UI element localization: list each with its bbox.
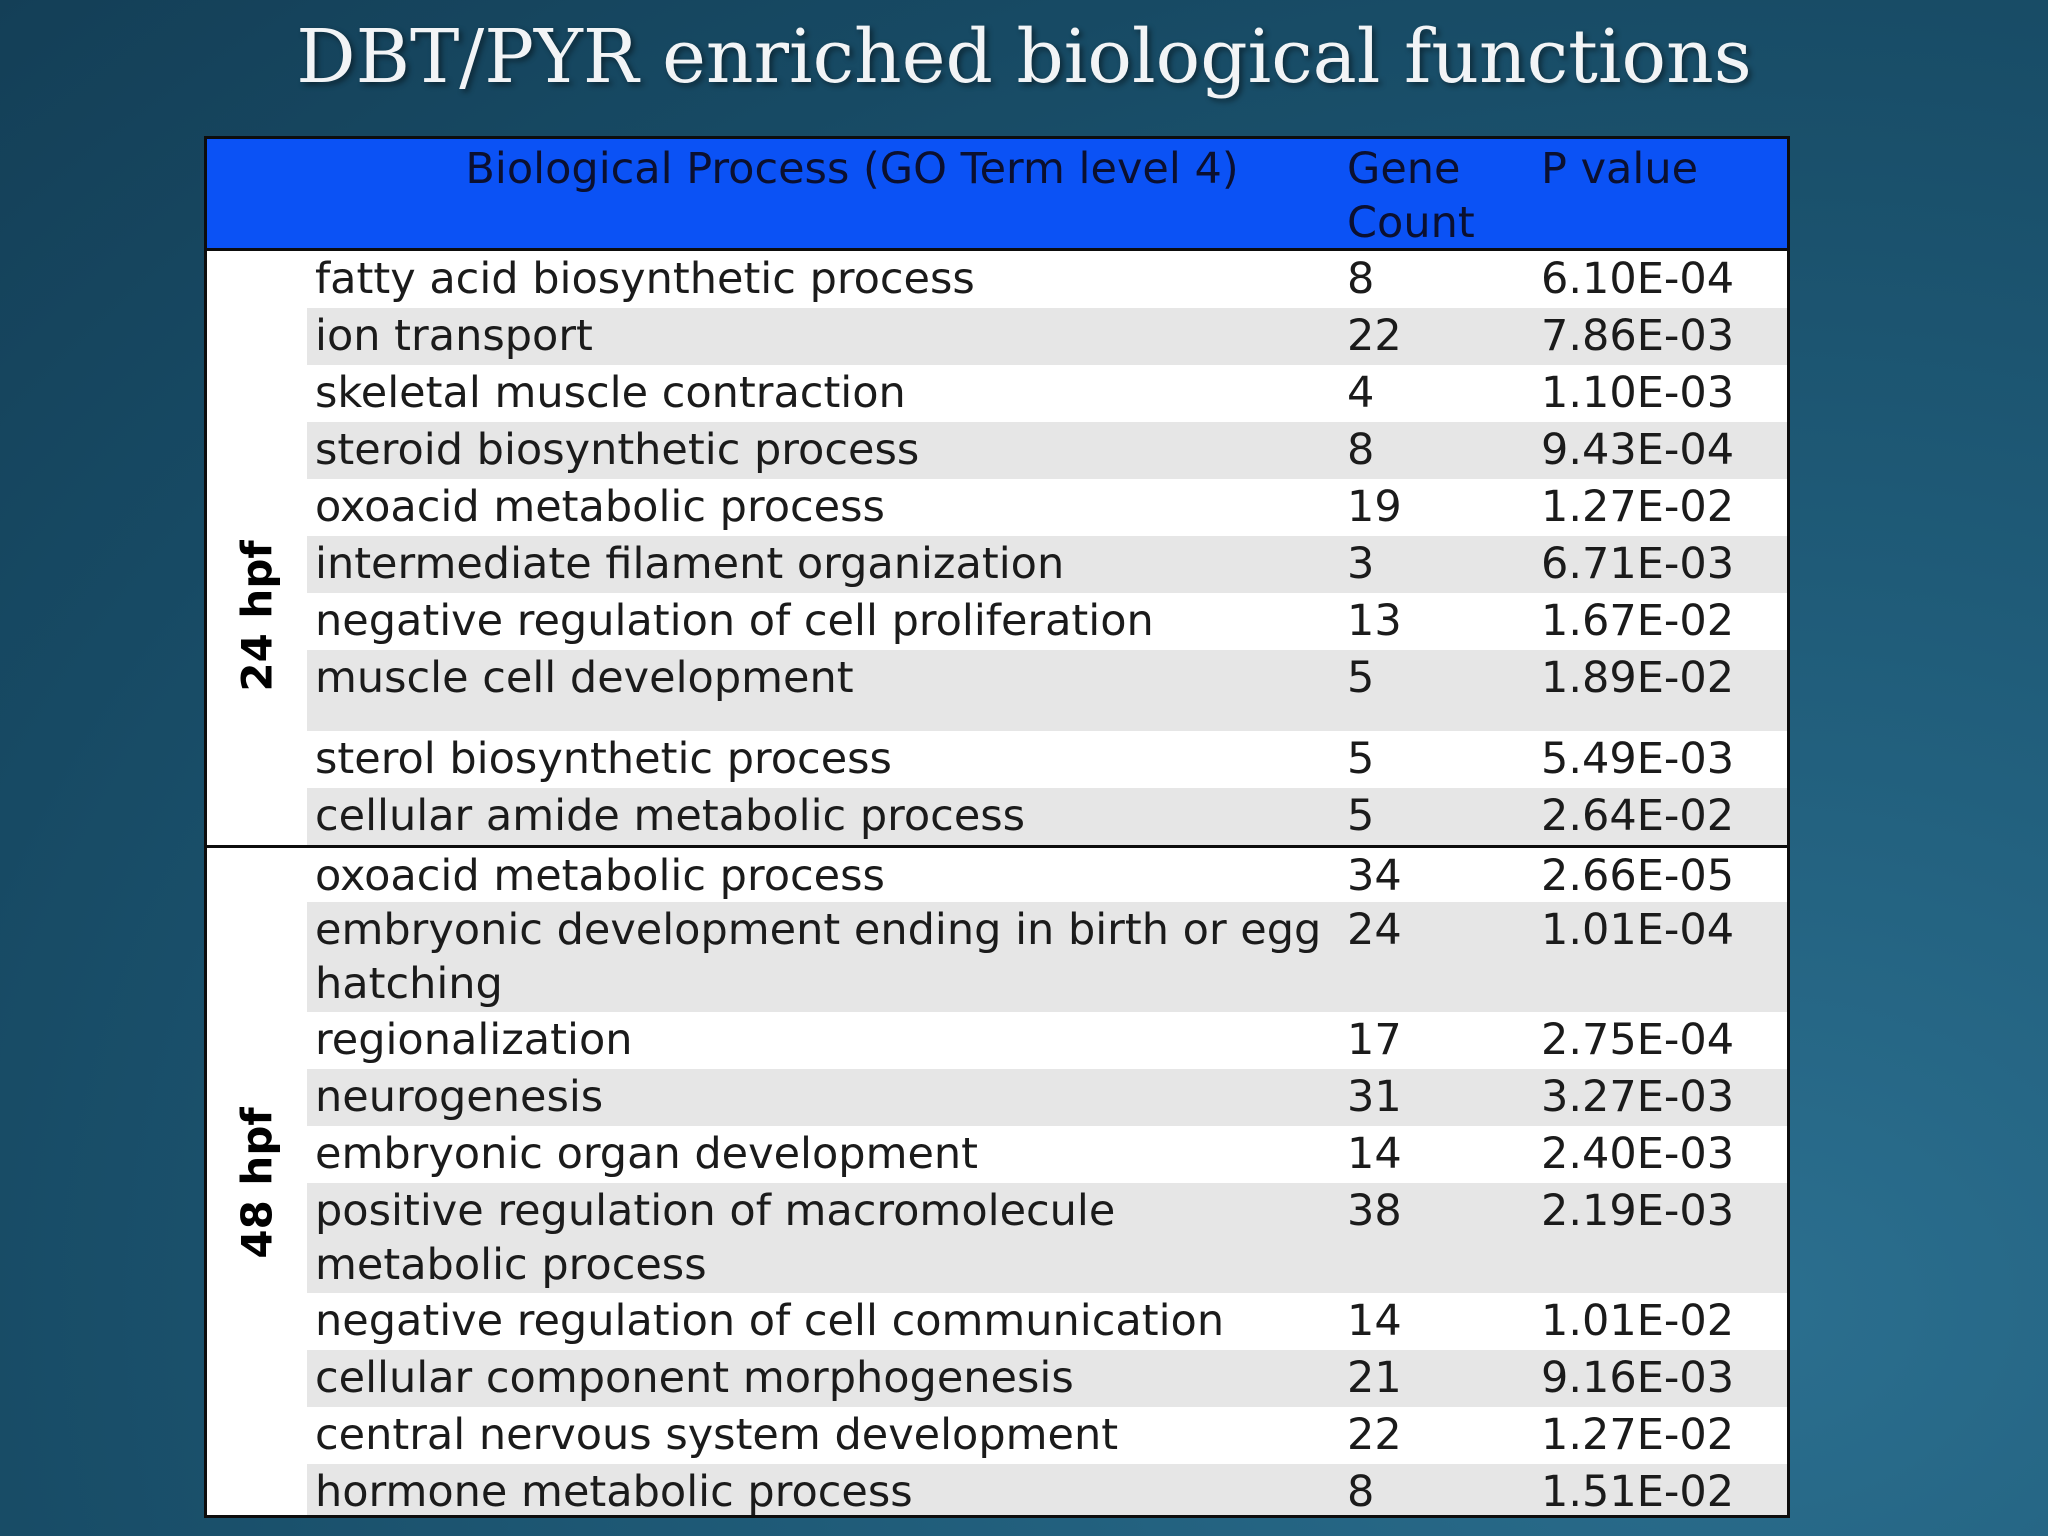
process-cell: embryonic organ development <box>315 1129 979 1179</box>
table-row: cellular component morphogenesis 21 9.16… <box>307 1350 1787 1407</box>
p-value-cell: 1.51E-02 <box>1541 1467 1735 1517</box>
table-row: embryonic development ending in birth or… <box>307 902 1787 1012</box>
p-value-cell: 2.75E-04 <box>1541 1015 1735 1065</box>
process-cell: muscle cell development <box>315 653 854 703</box>
gene-count-cell: 8 <box>1347 425 1375 475</box>
process-cell: hormone metabolic process <box>315 1467 913 1517</box>
gene-count-cell: 14 <box>1347 1129 1402 1179</box>
p-value-cell: 7.86E-03 <box>1541 311 1735 361</box>
process-cell: regionalization <box>315 1015 633 1065</box>
gene-count-cell: 8 <box>1347 1467 1375 1517</box>
table-row: neurogenesis 31 3.27E-03 <box>307 1069 1787 1126</box>
header-gene-count-line1: Gene <box>1347 144 1461 194</box>
p-value-cell: 1.27E-02 <box>1541 482 1735 532</box>
table-row: skeletal muscle contraction 4 1.10E-03 <box>307 365 1787 422</box>
process-cell: sterol biosynthetic process <box>315 734 892 784</box>
process-cell: central nervous system development <box>315 1410 1119 1460</box>
p-value-cell: 1.01E-04 <box>1541 905 1735 955</box>
header-gene-count-line2: Count <box>1347 198 1475 248</box>
gene-count-cell: 5 <box>1347 791 1375 841</box>
process-cell: positive regulation of macromolecule met… <box>315 1186 1116 1290</box>
process-cell: neurogenesis <box>315 1072 604 1122</box>
header-p-value: P value <box>1541 144 1699 194</box>
table-row: negative regulation of cell proliferatio… <box>307 593 1787 650</box>
header-gene-count: Gene Count <box>1347 142 1507 250</box>
p-value-cell: 2.19E-03 <box>1541 1186 1735 1236</box>
group-divider <box>207 845 1787 848</box>
gene-count-cell: 3 <box>1347 539 1375 589</box>
p-value-cell: 6.71E-03 <box>1541 539 1735 589</box>
table-row: steroid biosynthetic process 8 9.43E-04 <box>307 422 1787 479</box>
table-row: sterol biosynthetic process 5 5.49E-03 <box>307 731 1787 788</box>
table-row: positive regulation of macromolecule met… <box>307 1183 1787 1293</box>
gene-count-cell: 19 <box>1347 482 1402 532</box>
process-cell: skeletal muscle contraction <box>315 368 906 418</box>
gene-count-cell: 13 <box>1347 596 1402 646</box>
table-row: negative regulation of cell communicatio… <box>307 1293 1787 1350</box>
gene-count-cell: 22 <box>1347 311 1402 361</box>
p-value-cell: 6.10E-04 <box>1541 254 1735 304</box>
p-value-cell: 1.67E-02 <box>1541 596 1735 646</box>
go-term-table: Biological Process (GO Term level 4) Gen… <box>204 136 1790 1518</box>
table-row: hormone metabolic process 8 1.51E-02 <box>307 1464 1787 1517</box>
header-biological-process: Biological Process (GO Term level 4) <box>465 144 1239 194</box>
table-row: cellular amide metabolic process 5 2.64E… <box>307 788 1787 845</box>
slide-title: DBT/PYR enriched biological functions <box>296 14 1752 100</box>
process-cell: oxoacid metabolic process <box>315 851 885 901</box>
gene-count-cell: 8 <box>1347 254 1375 304</box>
gene-count-cell: 4 <box>1347 368 1375 418</box>
table-row: fatty acid biosynthetic process 8 6.10E-… <box>307 251 1787 308</box>
group-label: 24 hpf <box>232 539 282 692</box>
table-row: ion transport 22 7.86E-03 <box>307 308 1787 365</box>
gene-count-cell: 5 <box>1347 653 1375 703</box>
p-value-cell: 2.64E-02 <box>1541 791 1735 841</box>
table-row: oxoacid metabolic process 34 2.66E-05 <box>307 848 1787 902</box>
process-cell: cellular component morphogenesis <box>315 1353 1074 1403</box>
gene-count-cell: 31 <box>1347 1072 1402 1122</box>
process-cell: intermediate filament organization <box>315 539 1065 589</box>
p-value-cell: 2.66E-05 <box>1541 851 1735 901</box>
gene-count-cell: 17 <box>1347 1015 1402 1065</box>
process-cell: ion transport <box>315 311 593 361</box>
group-label: 48 hpf <box>232 1107 282 1259</box>
process-cell: oxoacid metabolic process <box>315 482 885 532</box>
process-cell: fatty acid biosynthetic process <box>315 254 975 304</box>
group-48-hpf: 48 hpf oxoacid metabolic process 34 2.66… <box>207 848 1787 1517</box>
table-row: central nervous system development 22 1.… <box>307 1407 1787 1464</box>
p-value-cell: 1.89E-02 <box>1541 653 1735 703</box>
table-row: regionalization 17 2.75E-04 <box>307 1012 1787 1069</box>
group-label-cell: 48 hpf <box>207 848 307 1515</box>
p-value-cell: 1.01E-02 <box>1541 1296 1735 1346</box>
table-header: Biological Process (GO Term level 4) Gen… <box>207 139 1787 251</box>
p-value-cell: 5.49E-03 <box>1541 734 1735 784</box>
process-cell: negative regulation of cell proliferatio… <box>315 596 1154 646</box>
table-row: muscle cell development 5 1.89E-02 <box>307 650 1787 731</box>
p-value-cell: 9.43E-04 <box>1541 425 1735 475</box>
gene-count-cell: 22 <box>1347 1410 1402 1460</box>
process-cell: negative regulation of cell communicatio… <box>315 1296 1225 1346</box>
gene-count-cell: 14 <box>1347 1296 1402 1346</box>
gene-count-cell: 24 <box>1347 905 1402 955</box>
process-cell: steroid biosynthetic process <box>315 425 920 475</box>
process-cell: embryonic development ending in birth or… <box>315 905 1322 1009</box>
gene-count-cell: 21 <box>1347 1353 1402 1403</box>
p-value-cell: 1.27E-02 <box>1541 1410 1735 1460</box>
p-value-cell: 1.10E-03 <box>1541 368 1735 418</box>
table-row: intermediate filament organization 3 6.7… <box>307 536 1787 593</box>
group-24-hpf: 24 hpf fatty acid biosynthetic process 8… <box>207 251 1787 980</box>
table-row: embryonic organ development 14 2.40E-03 <box>307 1126 1787 1183</box>
p-value-cell: 2.40E-03 <box>1541 1129 1735 1179</box>
gene-count-cell: 34 <box>1347 851 1402 901</box>
p-value-cell: 9.16E-03 <box>1541 1353 1735 1403</box>
table-row: oxoacid metabolic process 19 1.27E-02 <box>307 479 1787 536</box>
gene-count-cell: 38 <box>1347 1186 1402 1236</box>
gene-count-cell: 5 <box>1347 734 1375 784</box>
p-value-cell: 3.27E-03 <box>1541 1072 1735 1122</box>
process-cell: cellular amide metabolic process <box>315 791 1026 841</box>
